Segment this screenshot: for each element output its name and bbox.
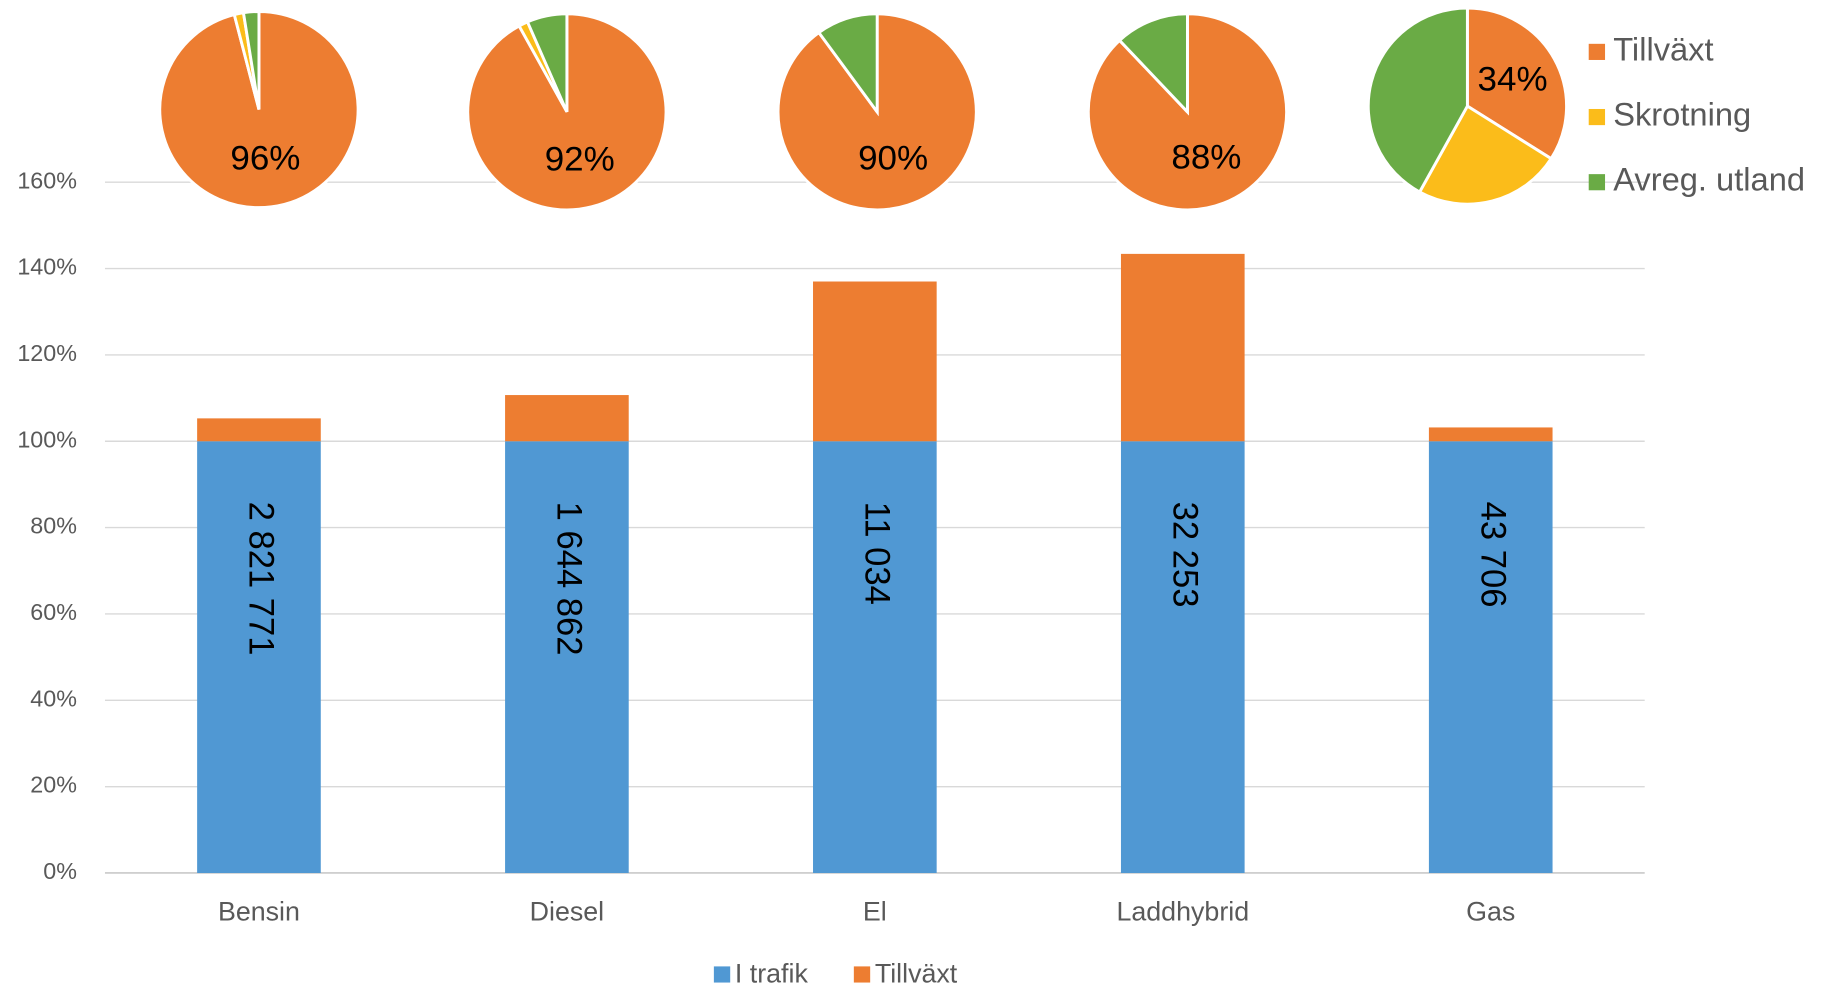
bar-label: 11 034 <box>858 502 896 605</box>
bar-segment <box>1428 441 1553 873</box>
bar-segment <box>813 281 937 442</box>
category-label: Laddhybrid <box>1116 896 1249 926</box>
pie-value-label: 34% <box>1478 61 1548 99</box>
bar-segment <box>1120 441 1245 873</box>
y-tick-label: 0% <box>43 858 77 884</box>
category-label: Diesel <box>530 896 604 926</box>
bar-segment <box>1428 427 1553 442</box>
legend-label: Tillväxt <box>875 959 958 989</box>
pie-value-label: 88% <box>1171 139 1241 177</box>
pie-slice <box>241 10 261 110</box>
bar-segment <box>505 441 629 873</box>
pie-slice <box>158 10 360 209</box>
bar-segment <box>1120 253 1245 442</box>
bar-label: 32 253 <box>1165 502 1203 608</box>
pie-value-label: 90% <box>858 140 928 178</box>
y-tick-label: 140% <box>17 254 77 280</box>
category-label: El <box>863 896 887 926</box>
bar-label: 43 706 <box>1473 502 1511 608</box>
y-tick-label: 160% <box>17 167 77 193</box>
legend-swatch <box>1588 43 1606 60</box>
legend-swatch <box>713 966 731 983</box>
y-tick-label: 60% <box>30 599 77 625</box>
bar-segment <box>197 441 321 873</box>
category-label: Bensin <box>218 896 300 926</box>
y-tick-label: 100% <box>17 426 77 452</box>
pie-slice <box>1366 6 1469 194</box>
pie-value-label: 92% <box>545 141 615 179</box>
legend-swatch <box>1588 174 1606 191</box>
legend-label: I trafik <box>735 959 809 989</box>
y-tick-label: 80% <box>30 513 77 539</box>
pie-slice <box>816 12 879 117</box>
pie-slice <box>1086 12 1289 212</box>
pie-slice <box>1117 12 1189 116</box>
pie-slice <box>1417 104 1554 206</box>
legend-label: Tillväxt <box>1613 32 1713 68</box>
bar-segment <box>197 418 321 442</box>
bar-label: 1 644 862 <box>550 502 588 656</box>
legend-label: Avreg. utland <box>1613 162 1805 198</box>
pie-value-label: 96% <box>230 139 300 177</box>
y-tick-label: 120% <box>17 340 77 366</box>
legend-label: Skrotning <box>1613 97 1751 133</box>
legend-swatch <box>853 966 871 983</box>
legend-swatch <box>1588 108 1606 126</box>
category-label: Gas <box>1466 896 1515 926</box>
y-tick-label: 40% <box>30 686 77 712</box>
bar-label: 2 821 771 <box>242 502 280 656</box>
bar-segment <box>813 441 937 873</box>
pie-slice <box>525 12 569 113</box>
y-tick-label: 20% <box>30 772 77 798</box>
bar-segment <box>505 395 629 442</box>
